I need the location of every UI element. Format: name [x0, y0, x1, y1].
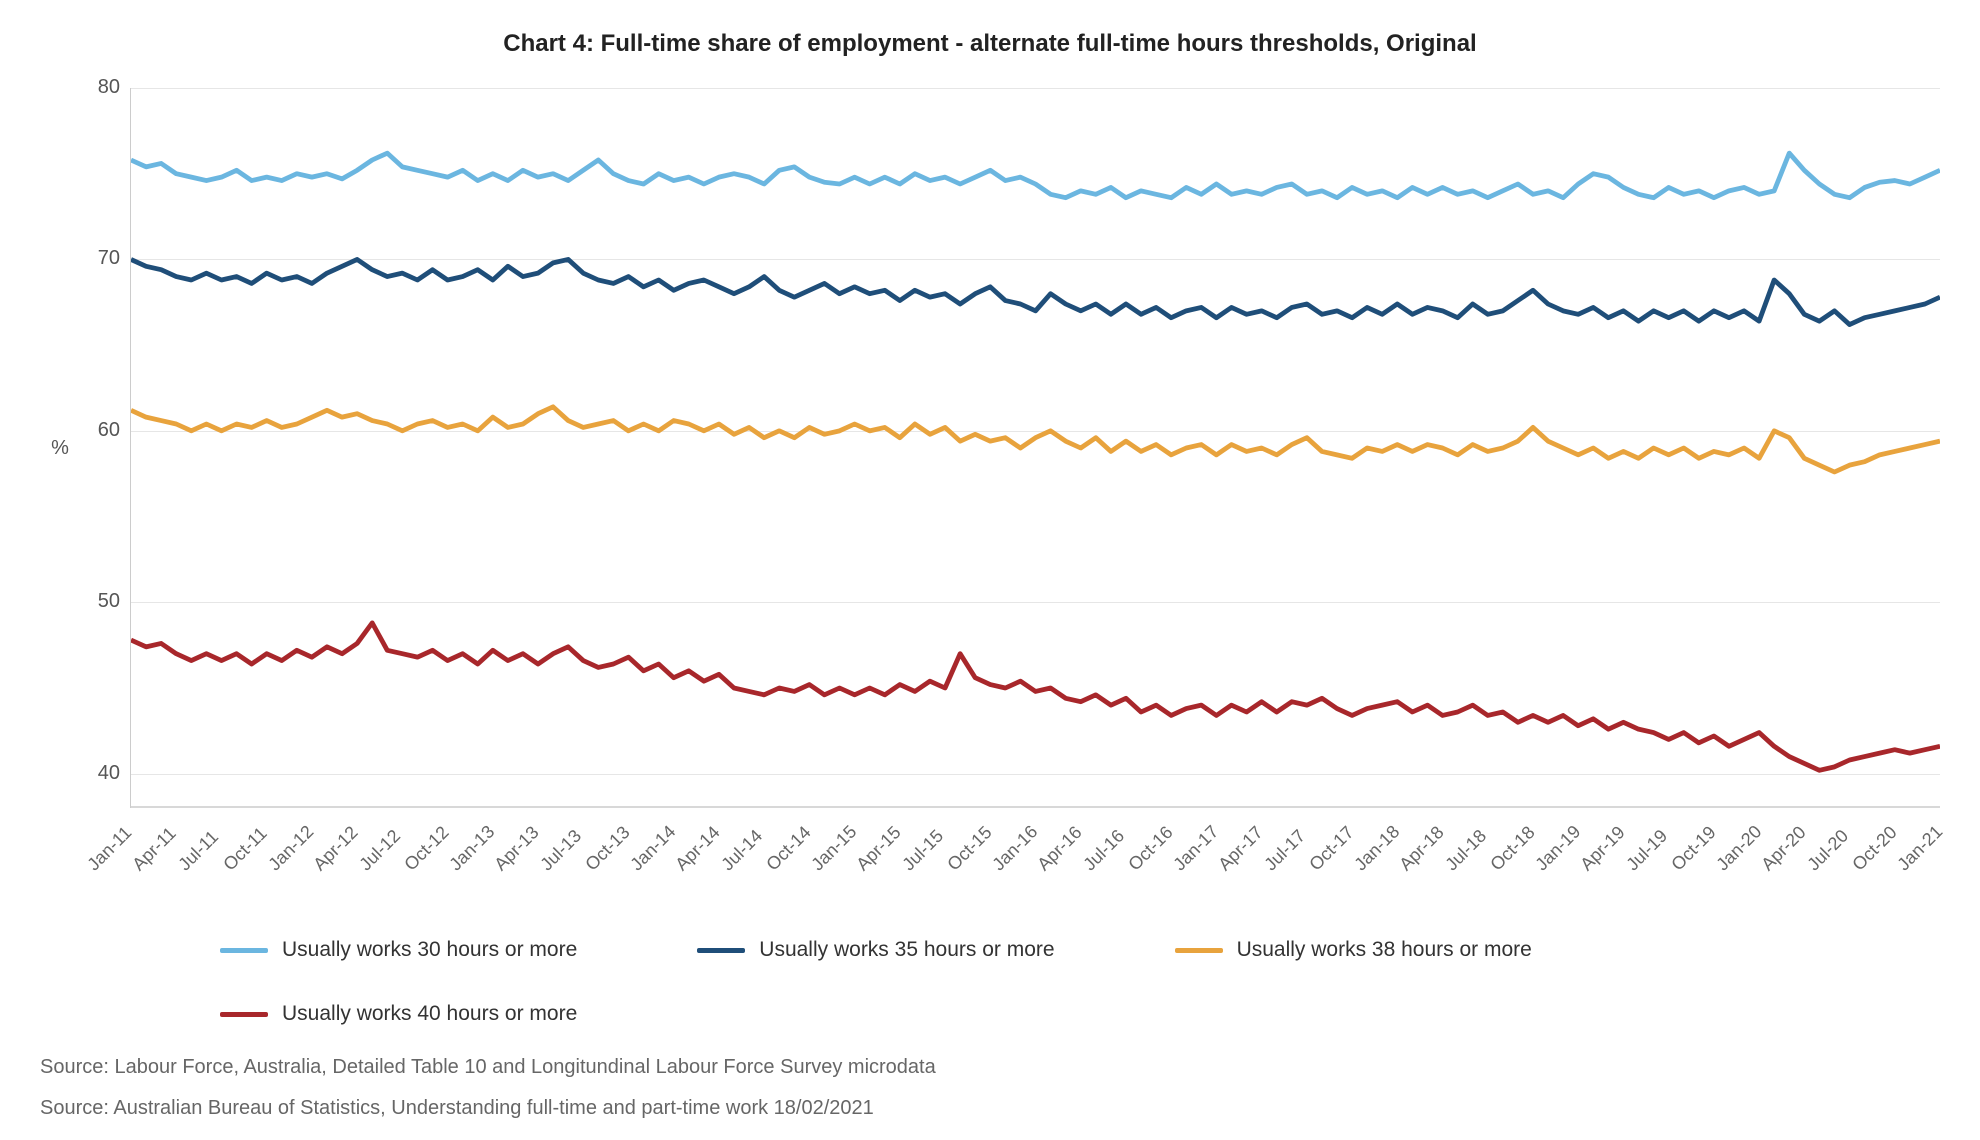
- x-tick-label: Jan-19: [1531, 821, 1585, 875]
- legend-item: Usually works 40 hours or more: [220, 1002, 577, 1026]
- x-tick-label: Jul-14: [717, 826, 767, 876]
- series-line: [131, 623, 1940, 770]
- x-tick-label: Jul-16: [1079, 826, 1129, 876]
- x-tick-label: Apr-15: [853, 822, 906, 875]
- legend-swatch: [220, 1012, 268, 1017]
- source-line-2: Source: Australian Bureau of Statistics,…: [40, 1097, 1940, 1120]
- x-axis-ticks: Jan-11Apr-11Jul-11Oct-11Jan-12Apr-12Jul-…: [130, 808, 1940, 918]
- x-tick-label: Apr-19: [1577, 822, 1630, 875]
- plot-row: % 8070605040: [40, 88, 1940, 808]
- chart-title: Chart 4: Full-time share of employment -…: [40, 30, 1940, 58]
- series-line: [131, 407, 1940, 472]
- legend-swatch: [220, 948, 268, 953]
- x-tick-label: Jul-17: [1260, 826, 1310, 876]
- x-tick-label: Apr-18: [1396, 822, 1449, 875]
- x-tick-label: Jul-13: [536, 826, 586, 876]
- x-tick-label: Oct-17: [1305, 822, 1358, 875]
- y-axis-ticks: 8070605040: [80, 88, 130, 808]
- x-tick-label: Oct-19: [1667, 822, 1720, 875]
- legend-swatch: [697, 948, 745, 953]
- x-tick-label: Jul-20: [1803, 826, 1853, 876]
- x-tick-label: Jul-12: [355, 826, 405, 876]
- x-tick-label: Apr-17: [1215, 822, 1268, 875]
- y-tick-label: 50: [98, 590, 120, 613]
- legend-swatch: [1175, 948, 1223, 953]
- y-tick-label: 60: [98, 419, 120, 442]
- legend: Usually works 30 hours or more Usually wo…: [220, 938, 1940, 1026]
- y-axis-label: %: [40, 88, 80, 808]
- x-tick-label: Apr-20: [1758, 822, 1811, 875]
- x-tick-label: Jul-18: [1441, 826, 1491, 876]
- x-tick-label: Apr-16: [1034, 822, 1087, 875]
- x-tick-label: Oct-16: [1124, 822, 1177, 875]
- legend-label: Usually works 40 hours or more: [282, 1002, 577, 1026]
- series-line: [131, 153, 1940, 198]
- chart-container: Chart 4: Full-time share of employment -…: [40, 20, 1940, 1120]
- legend-item: Usually works 35 hours or more: [697, 938, 1054, 962]
- legend-label: Usually works 35 hours or more: [759, 938, 1054, 962]
- legend-item: Usually works 38 hours or more: [1175, 938, 1532, 962]
- x-tick-label: Jan-14: [626, 821, 680, 875]
- x-tick-label: Oct-14: [762, 822, 815, 875]
- x-tick-label: Jan-18: [1350, 821, 1404, 875]
- x-tick-label: Jan-15: [807, 821, 861, 875]
- y-tick-label: 80: [98, 76, 120, 99]
- source-line-1: Source: Labour Force, Australia, Detaile…: [40, 1056, 1940, 1079]
- x-tick-label: Jul-19: [1622, 826, 1672, 876]
- x-tick-label: Apr-11: [129, 823, 181, 875]
- series-line: [131, 259, 1940, 324]
- x-tick-label: Jan-11: [83, 822, 136, 875]
- x-tick-label: Oct-12: [400, 822, 453, 875]
- x-tick-label: Oct-18: [1486, 822, 1539, 875]
- x-tick-label: Jul-15: [898, 826, 948, 876]
- x-tick-label: Jan-21: [1893, 821, 1947, 875]
- legend-label: Usually works 30 hours or more: [282, 938, 577, 962]
- x-tick-label: Apr-12: [310, 822, 363, 875]
- x-tick-label: Apr-14: [672, 822, 725, 875]
- x-tick-label: Oct-15: [943, 822, 996, 875]
- line-series-svg: [131, 88, 1940, 808]
- x-tick-label: Jan-17: [1169, 821, 1223, 875]
- legend-item: Usually works 30 hours or more: [220, 938, 577, 962]
- x-tick-label: Oct-20: [1848, 822, 1901, 875]
- y-tick-label: 40: [98, 762, 120, 785]
- x-tick-label: Jan-13: [445, 821, 499, 875]
- legend-label: Usually works 38 hours or more: [1237, 938, 1532, 962]
- x-tick-label: Jan-16: [988, 821, 1042, 875]
- plot-area: [130, 88, 1940, 808]
- x-tick-label: Apr-13: [491, 822, 544, 875]
- x-tick-label: Oct-13: [581, 822, 634, 875]
- y-tick-label: 70: [98, 247, 120, 270]
- x-tick-label: Jan-20: [1712, 821, 1766, 875]
- x-tick-label: Jan-12: [264, 821, 318, 875]
- x-tick-label: Jul-11: [174, 827, 223, 876]
- x-tick-label: Oct-11: [219, 823, 271, 875]
